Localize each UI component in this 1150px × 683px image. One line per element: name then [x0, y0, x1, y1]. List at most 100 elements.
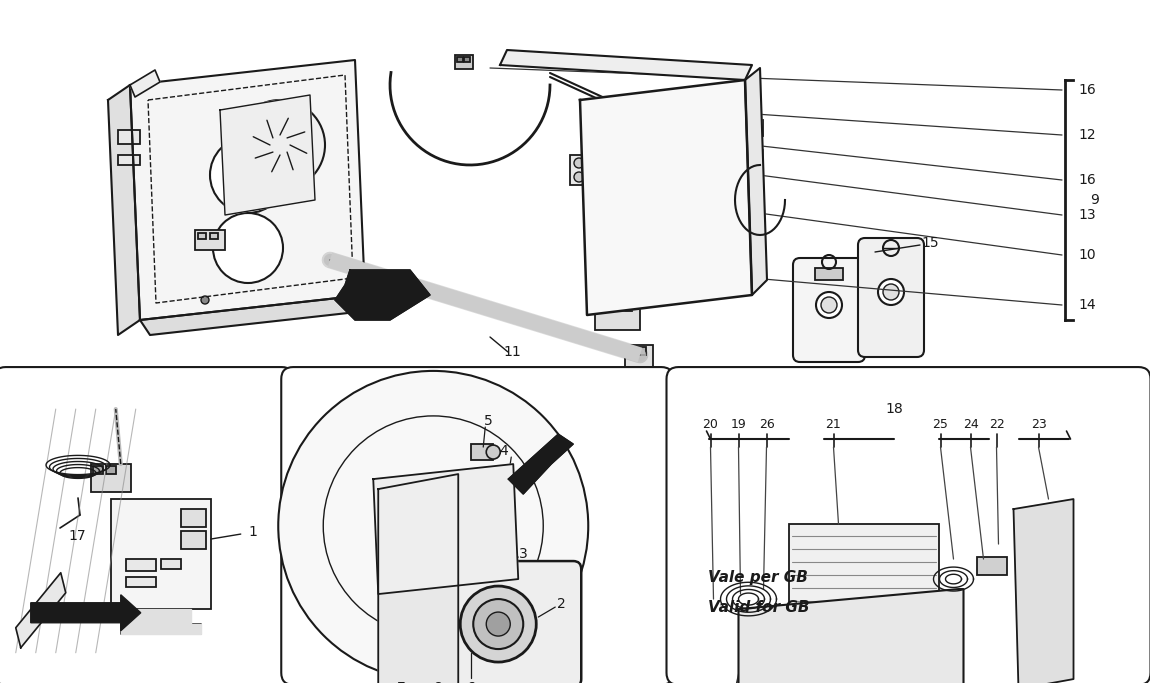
Bar: [976, 557, 1006, 575]
FancyBboxPatch shape: [282, 367, 673, 683]
Text: 24: 24: [963, 417, 979, 430]
Circle shape: [430, 496, 446, 512]
Bar: [638, 347, 646, 355]
Bar: [815, 268, 843, 280]
Polygon shape: [378, 474, 458, 683]
Circle shape: [877, 279, 904, 305]
Bar: [595, 300, 641, 330]
Text: 13: 13: [1078, 208, 1096, 222]
Text: 19: 19: [730, 417, 746, 430]
Bar: [457, 57, 463, 62]
Polygon shape: [745, 68, 767, 295]
Bar: [93, 466, 102, 474]
Bar: [458, 529, 490, 551]
Bar: [125, 577, 155, 587]
Bar: [598, 303, 608, 311]
Bar: [210, 233, 218, 239]
Polygon shape: [508, 434, 573, 494]
Text: 10: 10: [1078, 248, 1096, 262]
Text: 8: 8: [434, 681, 443, 683]
Bar: [624, 345, 653, 367]
Bar: [118, 130, 140, 144]
Bar: [196, 230, 225, 250]
Text: 17: 17: [68, 529, 86, 543]
Text: 15: 15: [921, 236, 938, 250]
Text: 16: 16: [1078, 83, 1096, 97]
Text: 1: 1: [248, 525, 258, 539]
Polygon shape: [31, 595, 140, 631]
Polygon shape: [738, 589, 989, 683]
Polygon shape: [580, 80, 752, 315]
Circle shape: [486, 445, 500, 459]
Circle shape: [210, 137, 286, 213]
Polygon shape: [130, 70, 160, 97]
Bar: [745, 120, 762, 136]
Bar: [756, 187, 760, 192]
Bar: [748, 187, 754, 192]
Circle shape: [430, 656, 446, 672]
Text: 12: 12: [1078, 128, 1096, 142]
FancyBboxPatch shape: [24, 414, 131, 541]
Circle shape: [821, 297, 837, 313]
Polygon shape: [220, 95, 315, 215]
Bar: [748, 152, 754, 157]
Circle shape: [486, 612, 511, 636]
Circle shape: [213, 213, 283, 283]
FancyBboxPatch shape: [667, 367, 1150, 683]
Text: Valid for GB: Valid for GB: [708, 600, 810, 615]
Text: 25: 25: [933, 417, 949, 430]
Text: 16: 16: [1078, 173, 1096, 187]
Circle shape: [278, 371, 589, 681]
Bar: [181, 531, 206, 549]
Polygon shape: [374, 464, 519, 594]
Bar: [125, 559, 155, 571]
Bar: [110, 499, 210, 609]
Text: Vale per GB: Vale per GB: [708, 570, 808, 585]
Circle shape: [474, 599, 523, 649]
Polygon shape: [335, 270, 430, 320]
Text: 21: 21: [826, 417, 842, 430]
Polygon shape: [1013, 499, 1073, 683]
Circle shape: [201, 296, 209, 304]
Text: 14: 14: [1078, 298, 1096, 312]
Polygon shape: [108, 85, 140, 335]
Text: 22: 22: [989, 417, 1004, 430]
Bar: [748, 122, 754, 127]
Bar: [756, 152, 760, 157]
FancyBboxPatch shape: [440, 561, 581, 683]
Bar: [91, 464, 131, 492]
Text: 6: 6: [467, 681, 476, 683]
Text: 9: 9: [1090, 193, 1099, 207]
Bar: [181, 509, 206, 527]
Text: 5: 5: [484, 414, 492, 428]
Bar: [161, 559, 181, 569]
Bar: [455, 55, 473, 69]
FancyBboxPatch shape: [793, 258, 865, 362]
Text: 2: 2: [557, 597, 566, 611]
Bar: [756, 122, 760, 127]
Bar: [472, 444, 493, 460]
Bar: [570, 155, 588, 185]
Text: 20: 20: [703, 417, 719, 430]
Text: 3: 3: [519, 547, 528, 561]
Bar: [610, 303, 620, 311]
Circle shape: [574, 158, 584, 168]
Circle shape: [460, 586, 536, 662]
Bar: [106, 466, 116, 474]
Bar: [460, 532, 468, 539]
FancyBboxPatch shape: [858, 238, 923, 357]
Text: 7: 7: [397, 681, 406, 683]
Text: 4: 4: [499, 444, 507, 458]
Circle shape: [883, 284, 899, 300]
Circle shape: [390, 501, 406, 517]
Bar: [463, 57, 470, 62]
Polygon shape: [121, 609, 201, 634]
Bar: [789, 524, 938, 639]
Polygon shape: [130, 60, 365, 320]
Text: 26: 26: [759, 417, 774, 430]
Text: 11: 11: [504, 345, 521, 359]
Polygon shape: [140, 295, 375, 335]
Bar: [472, 532, 480, 539]
Circle shape: [574, 172, 584, 182]
Bar: [745, 185, 762, 201]
